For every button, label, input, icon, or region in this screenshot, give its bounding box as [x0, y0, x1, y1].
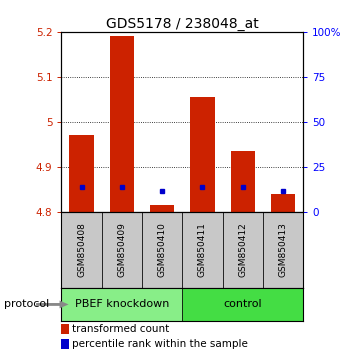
- Bar: [182, 287, 303, 321]
- Text: GSM850412: GSM850412: [238, 222, 247, 277]
- Text: GSM850410: GSM850410: [158, 222, 167, 277]
- Text: percentile rank within the sample: percentile rank within the sample: [72, 339, 248, 349]
- Bar: [69, 135, 93, 212]
- Bar: [271, 194, 295, 212]
- Bar: [110, 36, 134, 212]
- Text: GSM850411: GSM850411: [198, 222, 207, 277]
- Text: PBEF knockdown: PBEF knockdown: [75, 299, 169, 309]
- Bar: [263, 212, 303, 287]
- Text: transformed count: transformed count: [72, 324, 170, 335]
- Text: control: control: [223, 299, 262, 309]
- Bar: [182, 212, 223, 287]
- Title: GDS5178 / 238048_at: GDS5178 / 238048_at: [106, 17, 259, 31]
- Bar: [142, 212, 182, 287]
- Bar: [190, 97, 214, 212]
- Text: GSM850408: GSM850408: [77, 222, 86, 277]
- Bar: [223, 212, 263, 287]
- Bar: [231, 151, 255, 212]
- Bar: [150, 205, 174, 212]
- Bar: [61, 287, 182, 321]
- Text: GSM850409: GSM850409: [117, 222, 126, 277]
- Bar: [61, 324, 69, 334]
- Bar: [61, 339, 69, 349]
- Text: protocol: protocol: [4, 299, 49, 309]
- Bar: [61, 212, 102, 287]
- Bar: [102, 212, 142, 287]
- Text: GSM850413: GSM850413: [279, 222, 288, 277]
